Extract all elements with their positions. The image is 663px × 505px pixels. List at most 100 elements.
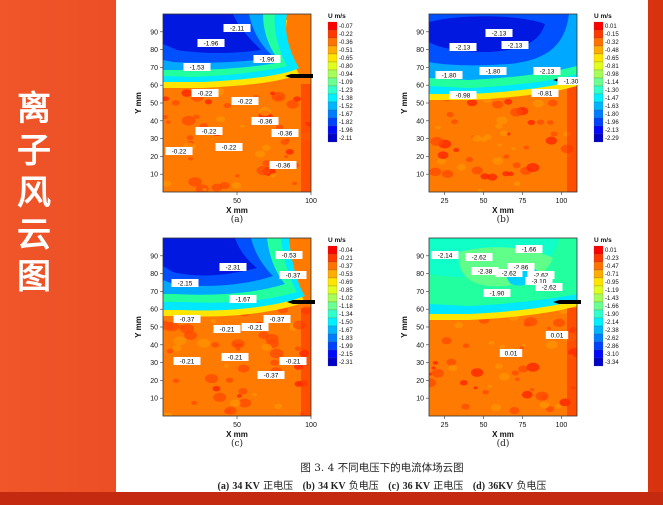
legend-swatch [593, 117, 604, 127]
contour-label: -1.66 [515, 245, 543, 254]
contour-label: -1.67 [229, 295, 257, 304]
contour-label: -0.37 [263, 315, 291, 324]
x-tick-label: 100 [305, 422, 317, 429]
svg-text:-2.13: -2.13 [508, 43, 523, 50]
legend-swatch [593, 301, 604, 311]
y-tick-label: 30 [416, 136, 424, 143]
legend-level-label: -0.69 [339, 280, 353, 286]
side-title-char: 图 [17, 257, 51, 297]
svg-text:0.01: 0.01 [551, 333, 564, 340]
electrode-arrow-icon [285, 74, 313, 78]
y-tick-label: 40 [150, 118, 158, 125]
legend-level-label: -1.50 [339, 320, 353, 326]
svg-text:-0.98: -0.98 [456, 93, 471, 100]
contour-label: -0.98 [449, 91, 477, 100]
contour-label: -2.14 [431, 251, 459, 260]
color-legend: U m/s 0.01 -0.15 -0.32 -0.48 -0.65 -0.81 -0.98 -… [593, 13, 619, 143]
x-tick-label: 50 [480, 198, 488, 205]
x-tick-label: 100 [556, 198, 568, 205]
legend-level-label: -0.94 [339, 72, 353, 78]
legend-swatch [593, 37, 604, 47]
contour-label: -0.21 [221, 353, 249, 362]
svg-text:-2.11: -2.11 [230, 26, 245, 33]
contour-label: 0.01 [499, 349, 523, 358]
contour-label: -0.36 [251, 117, 279, 126]
legend-level-label: -2.31 [339, 360, 353, 366]
legend-level-label: -0.51 [339, 48, 353, 54]
legend-level-label: -1.09 [339, 80, 353, 86]
y-tick-label: 20 [150, 154, 158, 161]
contour-label: -2.15 [171, 279, 199, 288]
legend-swatch [327, 109, 338, 119]
legend-swatch [327, 341, 338, 351]
legend-swatch [327, 325, 338, 335]
legend-swatch [327, 253, 338, 263]
y-tick-label: 10 [416, 396, 424, 403]
contour-plot: -0.53 -2.31 -0.37 -2.15 -1.67 -0.37 -0.21 -0.21… [162, 237, 315, 417]
legend-level-label: -0.21 [339, 256, 353, 262]
legend-swatch [327, 285, 338, 295]
svg-text:-1.96: -1.96 [204, 41, 219, 48]
svg-text:-0.36: -0.36 [278, 131, 293, 138]
legend-swatch [593, 285, 604, 295]
legend-level-label: -3.34 [605, 360, 619, 366]
panel-label: (d) [497, 438, 510, 449]
y-tick-label: 70 [150, 289, 158, 296]
contour-label: -0.81 [531, 89, 559, 98]
svg-text:-2.15: -2.15 [178, 281, 193, 288]
legend-swatch [593, 133, 604, 143]
y-tick-label: 80 [150, 271, 158, 278]
legend-swatch [327, 53, 338, 63]
legend-swatch [327, 317, 338, 327]
contour-label: -0.22 [215, 143, 243, 152]
y-axis-label: Y mm [400, 92, 409, 114]
contour-label: 0.01 [545, 331, 569, 340]
legend-level-label: -1.14 [605, 80, 619, 86]
legend-swatch [593, 93, 604, 103]
legend-level-label: -1.47 [605, 96, 619, 102]
legend-swatch [593, 349, 604, 359]
legend-swatch [593, 293, 604, 303]
svg-text:-1.96: -1.96 [260, 57, 275, 64]
legend-level-label: -1.19 [605, 288, 619, 294]
contour-label: -0.21 [213, 325, 241, 334]
x-tick-label: 25 [441, 198, 449, 205]
side-title-char: 子 [17, 131, 51, 171]
contour-plot: -1.66-2.14 -2.62-2.86-2.62-2.38 -2.62-3.10… [428, 237, 581, 417]
legend-level-label: -0.37 [339, 264, 353, 270]
legend-swatch [593, 253, 604, 263]
svg-text:-0.22: -0.22 [198, 91, 213, 98]
contour-label: -1.80 [479, 67, 507, 76]
legend-swatch [593, 333, 604, 343]
legend-level-label: -0.81 [605, 64, 619, 70]
contour-label: -0.22 [191, 89, 219, 98]
legend-level-label: -2.38 [605, 328, 619, 334]
y-tick-label: 80 [416, 47, 424, 54]
svg-text:-2.13: -2.13 [492, 31, 507, 38]
figure-panel-b: -2.13 -2.13 -2.13 -1.80 -1.80 -2.13 -1.30 -0.98… [392, 6, 642, 226]
svg-text:-2.38: -2.38 [478, 269, 493, 276]
contour-label: -0.36 [269, 161, 297, 170]
svg-text:-2.62: -2.62 [542, 285, 557, 292]
legend-swatch [327, 301, 338, 311]
svg-text:-1.30: -1.30 [564, 79, 579, 86]
contour-label: -2.62 [535, 283, 563, 292]
panel-label: (c) [231, 438, 243, 449]
y-tick-label: 80 [150, 47, 158, 54]
subcaption-b: (b) 34 KV 负电压 [302, 481, 379, 492]
legend-swatch [593, 325, 604, 335]
x-tick-label: 100 [305, 198, 317, 205]
contour-label: -1.96 [253, 55, 281, 64]
svg-text:-2.86: -2.86 [514, 265, 529, 272]
legend-level-label: -0.15 [605, 32, 619, 38]
contour-label: -0.21 [241, 323, 269, 332]
svg-text:-0.21: -0.21 [286, 359, 301, 366]
legend-swatch [327, 293, 338, 303]
svg-text:-0.22: -0.22 [238, 99, 253, 106]
svg-text:-1.67: -1.67 [236, 297, 251, 304]
svg-text:-1.80: -1.80 [442, 73, 457, 80]
side-title-char: 离 [17, 89, 51, 129]
y-tick-label: 20 [416, 154, 424, 161]
legend-swatch [593, 53, 604, 63]
legend-level-label: -0.71 [605, 272, 619, 278]
